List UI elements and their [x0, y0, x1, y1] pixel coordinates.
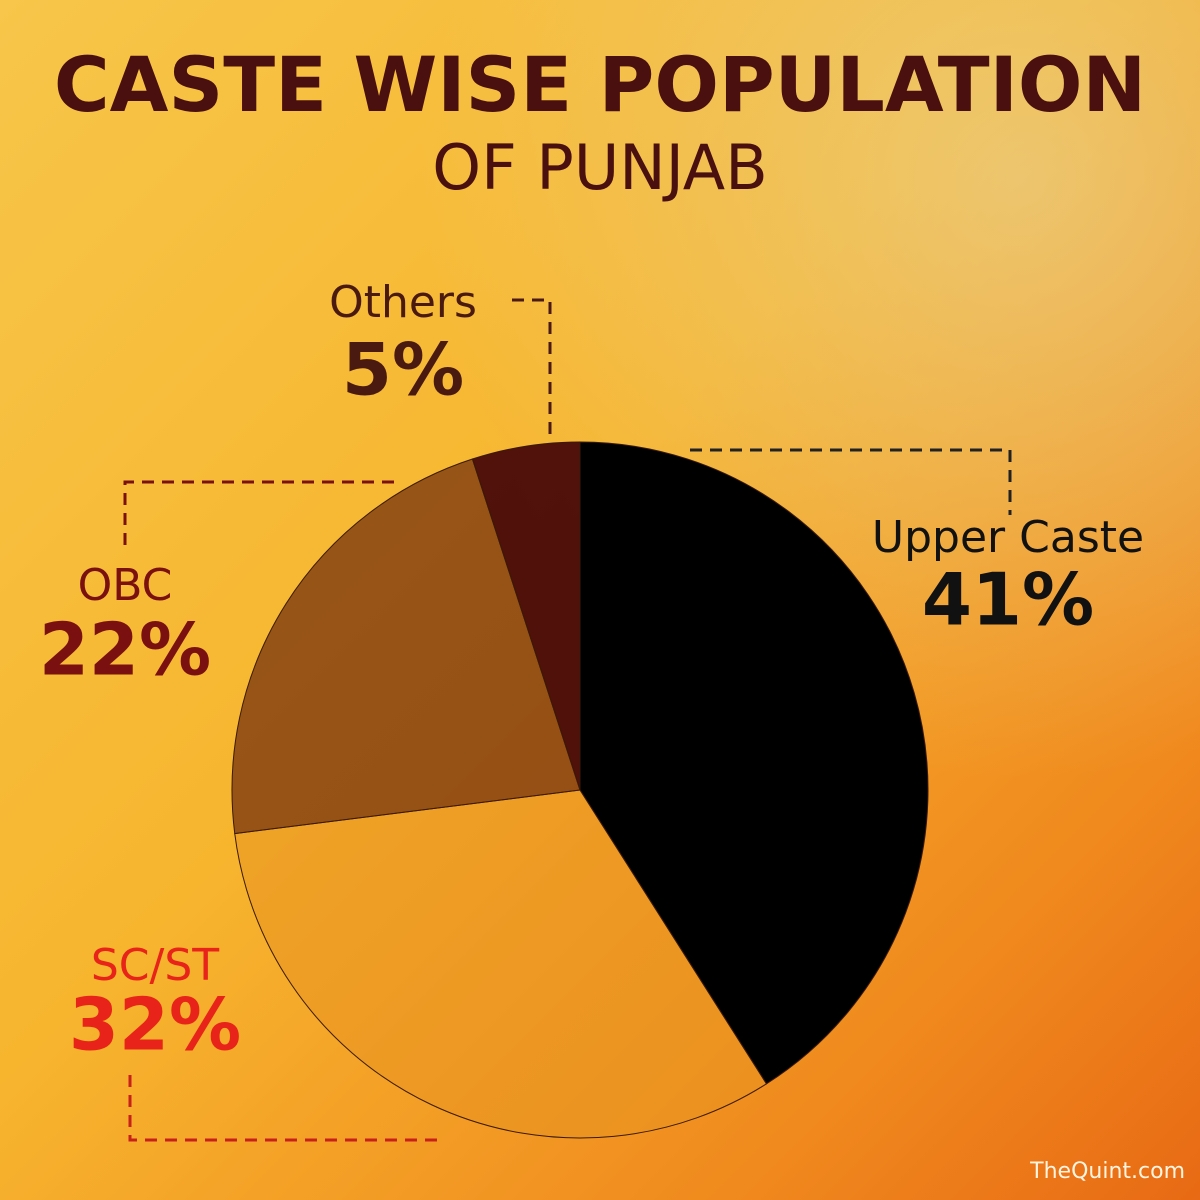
leader-line: [690, 448, 1012, 515]
pie-slice: [234, 789, 768, 1139]
pie-slice: [471, 441, 581, 791]
chart-title: CASTE WISE POPULATION: [54, 40, 1146, 129]
leader-line: [512, 298, 552, 435]
pie-slice: [231, 458, 581, 835]
leader-line: [128, 1075, 445, 1142]
pie: [231, 441, 929, 1139]
slice-label: Upper Caste: [872, 512, 1144, 563]
leader-lines: [123, 298, 1012, 1142]
credit: TheQuint.com: [1029, 1159, 1185, 1184]
value-label: 41%: [922, 558, 1094, 642]
value-label: 32%: [69, 983, 241, 1067]
slice-label: Others: [329, 277, 477, 328]
value-label: 22%: [39, 608, 211, 692]
pie-slice: [579, 441, 929, 1085]
slice-label: SC/ST: [91, 940, 219, 991]
leader-line: [123, 480, 400, 545]
slice-label: OBC: [78, 560, 173, 611]
value-label: 5%: [342, 328, 464, 412]
chart-subtitle: OF PUNJAB: [432, 131, 767, 204]
